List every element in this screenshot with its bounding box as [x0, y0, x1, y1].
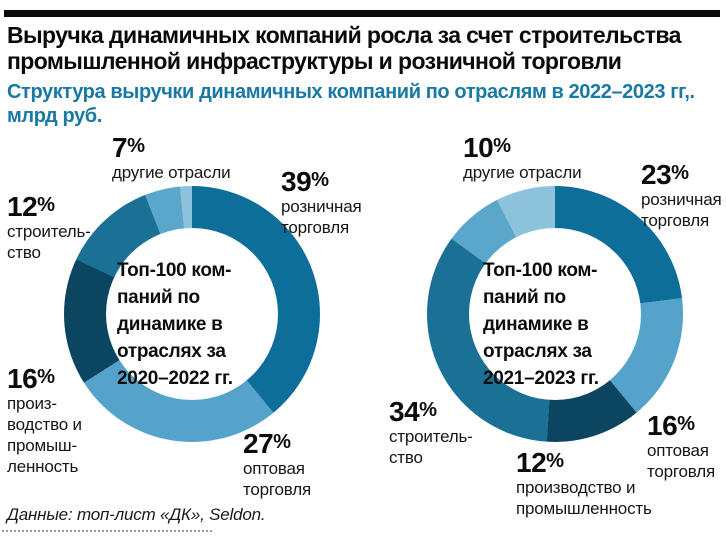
percent-sign: %	[671, 162, 690, 184]
center-label-line: паний по	[483, 287, 566, 308]
slice-label: оптовая	[647, 441, 709, 460]
page-subtitle: Структура выручки динамичных компаний по…	[7, 81, 695, 127]
slice-label: ство	[389, 448, 423, 467]
percent-sign: %	[37, 366, 56, 388]
callout-manufacturing-2021-2023: 12% производство и промышленность	[516, 447, 652, 519]
donut-hole-2021-2023	[469, 228, 641, 400]
percent-value: 7%	[112, 132, 146, 163]
percent-value: 39%	[281, 166, 330, 197]
center-label-line: отраслях за	[117, 341, 226, 362]
slice-label: произ-	[7, 394, 57, 413]
percent-value: 12%	[516, 447, 565, 478]
slice-label: торговля	[647, 462, 715, 481]
slice-label: промыш-	[7, 436, 77, 455]
slice-label: оптовая	[243, 459, 305, 478]
callout-retail-2020-2022: 39% розничная торговля	[281, 166, 362, 238]
percent-sign: %	[37, 194, 56, 216]
slice-label: розничная	[281, 197, 362, 216]
slice-label: производство и	[516, 478, 636, 497]
slice-label: розничная	[641, 190, 722, 209]
percent-sign: %	[311, 169, 330, 191]
percent-sign: %	[677, 413, 696, 435]
percent-value: 10%	[463, 132, 512, 163]
percent-value: 27%	[243, 428, 292, 459]
donut-center-label-2021-2023: Топ-100 ком- паний по динамике в отрасля…	[483, 257, 643, 392]
top-divider-bar	[4, 10, 720, 17]
slice-label: торговля	[641, 211, 709, 230]
callout-manufacturing-2020-2022: 16% произ- водство и промыш- ленность	[7, 363, 82, 477]
slice-label: ство	[7, 243, 41, 262]
slice-label: торговля	[243, 480, 311, 499]
percent-sign: %	[273, 431, 292, 453]
center-label-line: динамике в	[117, 314, 223, 335]
center-label-line: 2021–2023 гг.	[483, 368, 599, 389]
donut-center-label-2020-2022: Топ-100 ком- паний по динамике в отрасля…	[117, 257, 277, 392]
callout-retail-2021-2023: 23% розничная торговля	[641, 159, 722, 231]
center-label-line: динамике в	[483, 314, 589, 335]
percent-value: 16%	[7, 363, 56, 394]
percent-value: 23%	[641, 159, 690, 190]
page-title: Выручка динамичных компаний росла за сче…	[7, 22, 681, 74]
percent-sign: %	[127, 135, 146, 157]
slice-label: строитель-	[7, 222, 91, 241]
percent-value: 16%	[647, 410, 696, 441]
center-label-line: паний по	[117, 287, 200, 308]
donut-hole-2020-2022	[106, 228, 278, 400]
slice-label: ленность	[7, 457, 79, 476]
percent-value: 34%	[389, 396, 438, 427]
center-label-line: Топ-100 ком-	[117, 260, 232, 281]
slice-label: другие отрасли	[112, 163, 231, 182]
callout-wholesale-2021-2023: 16% оптовая торговля	[647, 410, 715, 482]
slice-label: другие отрасли	[463, 163, 582, 182]
callout-other-2020-2022: 7% другие отрасли	[112, 132, 231, 183]
dotted-divider	[2, 530, 212, 532]
percent-sign: %	[419, 399, 438, 421]
percent-value: 12%	[7, 191, 56, 222]
slice-label: водство и	[7, 415, 82, 434]
slice-label: промышленность	[516, 499, 652, 518]
slice-label: строитель-	[389, 427, 473, 446]
center-label-line: 2020–2022 гг.	[117, 368, 233, 389]
callout-other-2021-2023: 10% другие отрасли	[463, 132, 582, 183]
callout-wholesale-2020-2022: 27% оптовая торговля	[243, 428, 311, 500]
callout-construction-2021-2023: 34% строитель- ство	[389, 396, 473, 468]
center-label-line: отраслях за	[483, 341, 592, 362]
slice-label: торговля	[281, 218, 349, 237]
percent-sign: %	[546, 450, 565, 472]
percent-sign: %	[493, 135, 512, 157]
center-label-line: Топ-100 ком-	[483, 260, 598, 281]
callout-construction-2020-2022: 12% строитель- ство	[7, 191, 91, 263]
source-note: Данные: топ-лист «ДК», Seldon.	[7, 505, 266, 524]
